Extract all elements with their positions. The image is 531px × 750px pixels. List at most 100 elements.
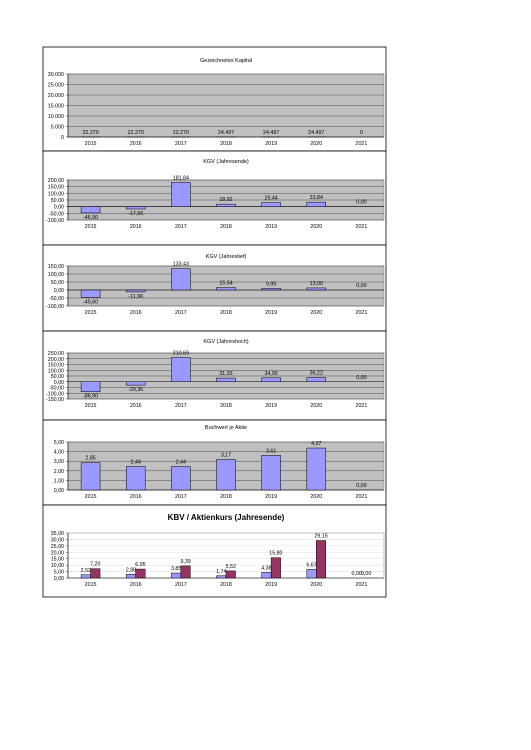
- chart-title: KGV (Jahresende): [203, 159, 249, 165]
- x-tick-label: 2021: [356, 403, 368, 409]
- x-tick-label: 2020: [310, 141, 322, 147]
- y-tick-label: 3,00: [54, 459, 64, 465]
- x-tick-label: 2017: [175, 403, 187, 409]
- x-tick-label: 2018: [220, 582, 232, 588]
- y-tick-label: 0,00: [54, 205, 64, 211]
- data-label: 31,93: [219, 371, 232, 377]
- bar-2018-s2: [225, 570, 236, 579]
- data-label: 2,52: [81, 568, 91, 574]
- x-tick-label: 2019: [265, 141, 277, 147]
- x-tick-label: 2015: [85, 403, 97, 409]
- bar-2017: [171, 268, 191, 291]
- data-label: 34,09: [265, 371, 278, 377]
- y-tick-label: 150,00: [48, 185, 64, 191]
- y-tick-label: 25.000: [48, 83, 64, 89]
- y-tick-label: 0: [61, 135, 64, 141]
- data-label: 3,17: [221, 453, 231, 459]
- data-label: 2,88: [126, 567, 136, 573]
- chart-panel-5: Buchwert je Aktie 5,00 4,00 3,00 2,00 1,00 0,0…: [42, 419, 387, 506]
- x-tick-label: 2021: [356, 582, 368, 588]
- x-tick-label: 2016: [130, 403, 142, 409]
- y-tick-label: 200,00: [48, 357, 64, 363]
- chart-title: Gezeichnetes Kapital: [200, 58, 252, 64]
- y-tick-label: 10,00: [51, 563, 64, 569]
- x-tick-label: 2015: [85, 494, 97, 500]
- y-tick-label: 250,00: [48, 351, 64, 357]
- chart-title: KGV (Jahrestief): [206, 254, 247, 260]
- x-tick-label: 2017: [175, 141, 187, 147]
- bar-2015: [80, 462, 101, 491]
- bar-2020: [306, 287, 327, 291]
- x-tick-label: 2016: [130, 224, 142, 230]
- data-label: 4,37: [311, 441, 321, 447]
- bar-2020-s2: [316, 540, 327, 579]
- bar-2019-s2: [270, 557, 281, 579]
- bar-2017: [171, 466, 191, 491]
- y-tick-label: 200,00: [48, 178, 64, 184]
- bar-2015: [80, 206, 101, 214]
- data-label: 0: [360, 130, 363, 136]
- data-label: 2,85: [85, 456, 95, 462]
- y-tick-label: -50,00: [49, 211, 64, 217]
- x-tick-label: 2015: [85, 582, 97, 588]
- y-tick-label: 1,00: [54, 478, 64, 484]
- data-label: 181,84: [173, 175, 189, 181]
- bar-2018: [216, 459, 236, 491]
- x-tick-label: 2018: [220, 403, 232, 409]
- y-tick-label: 0,00: [54, 576, 64, 582]
- bar-2018: [216, 287, 236, 291]
- x-tick-label: 2021: [356, 224, 368, 230]
- data-label: 0,00: [356, 200, 366, 206]
- chart-title: Buchwert je Aktie: [205, 425, 247, 431]
- x-tick-label: 2015: [85, 224, 97, 230]
- data-label: 22.270: [82, 130, 98, 136]
- data-label: -86,90: [83, 394, 98, 400]
- y-tick-label: 0,00: [54, 488, 64, 494]
- x-tick-label: 2019: [265, 494, 277, 500]
- bar-2020: [306, 201, 327, 207]
- y-tick-label: 15.000: [48, 104, 64, 110]
- y-tick-label: 0,00: [54, 380, 64, 386]
- bar-2017: [171, 357, 191, 383]
- bar-2015: [80, 381, 101, 392]
- x-tick-label: 2016: [130, 310, 142, 316]
- bar-2019: [261, 202, 281, 207]
- y-tick-label: -100,00: [46, 391, 64, 397]
- x-tick-label: 2021: [356, 494, 368, 500]
- x-tick-label: 2021: [356, 141, 368, 147]
- y-tick-label: 35,00: [51, 531, 64, 537]
- data-label: 0,00: [352, 571, 362, 577]
- y-tick-label: 100,00: [48, 368, 64, 374]
- y-tick-label: 5.000: [51, 125, 64, 131]
- data-label: 24.497: [218, 130, 234, 136]
- chart-panel-4: KGV (Jahreshoch) 250,00200,00150,00100,00…: [42, 330, 387, 421]
- bar-2020-s1: [306, 569, 317, 579]
- bar-2018: [216, 377, 236, 383]
- bar-2017: [171, 182, 191, 207]
- y-tick-label: 50,00: [51, 374, 64, 380]
- data-label: 24.497: [308, 130, 324, 136]
- y-tick-label: 4,00: [54, 450, 64, 456]
- x-tick-label: 2020: [310, 582, 322, 588]
- data-label: 29,44: [265, 196, 278, 202]
- data-label: 29,15: [314, 534, 327, 540]
- x-tick-label: 2017: [175, 224, 187, 230]
- x-tick-label: 2015: [85, 310, 97, 316]
- bar-2019: [261, 288, 281, 291]
- x-tick-label: 2016: [130, 582, 142, 588]
- bar-2015-s2: [90, 568, 101, 579]
- y-tick-label: 20.000: [48, 93, 64, 99]
- bar-2016: [125, 466, 146, 491]
- data-label: 22.270: [173, 130, 189, 136]
- y-tick-label: 50,00: [51, 280, 64, 286]
- plot-area: [67, 265, 385, 307]
- chart-panel-3: KGV (Jahrestief) 150,00 100,00 50,00 0,00 -50…: [42, 244, 387, 332]
- bar-2017-s1: [171, 572, 182, 579]
- y-tick-label: 0,00: [54, 288, 64, 294]
- y-tick-label: -100,00: [46, 304, 64, 310]
- x-tick-label: 2020: [310, 494, 322, 500]
- data-label: 13,00: [310, 281, 323, 287]
- y-tick-label: 2,00: [54, 469, 64, 475]
- x-tick-label: 2017: [175, 494, 187, 500]
